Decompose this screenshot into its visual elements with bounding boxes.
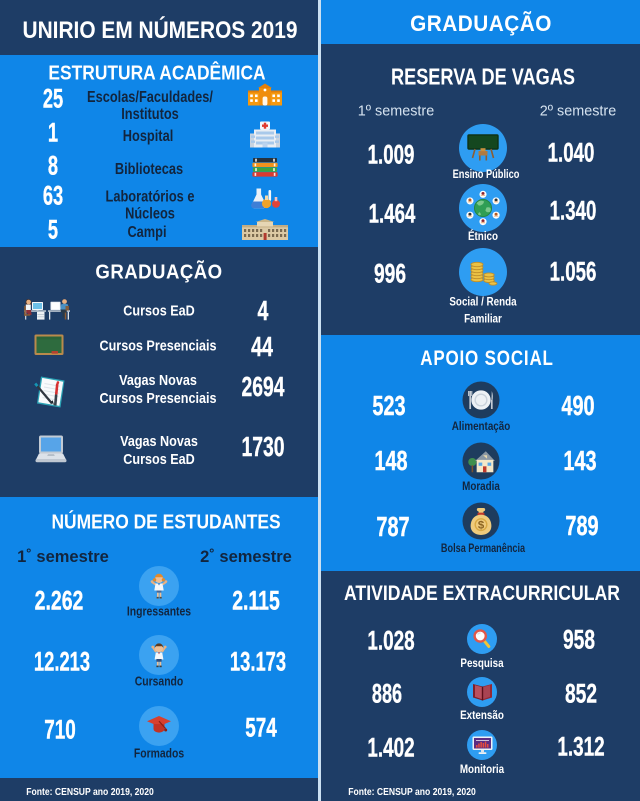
svg-text:$: $ — [478, 519, 485, 531]
